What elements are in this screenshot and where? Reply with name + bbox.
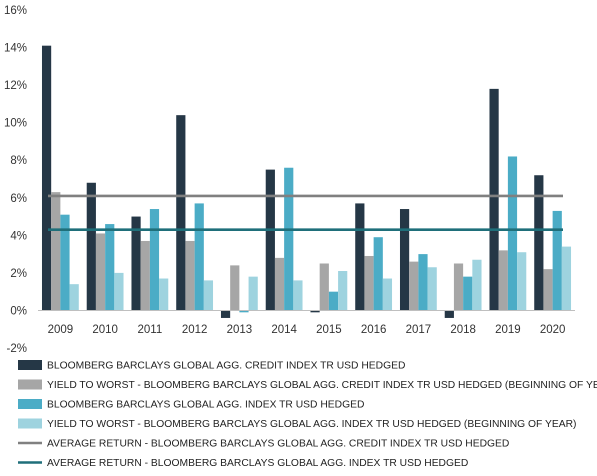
average-lines — [48, 194, 563, 231]
bar-series-2-2016 — [364, 255, 374, 311]
bar-series-2-2013 — [230, 265, 240, 311]
x-tick-label: 2020 — [540, 324, 566, 336]
bar-series-1-2016 — [355, 203, 365, 311]
bar-series-1-2015 — [310, 310, 320, 313]
bar-series-2-2020 — [543, 269, 553, 311]
bar-series-4-2013 — [248, 276, 258, 311]
x-tick-label: 2015 — [316, 324, 342, 336]
y-tick-label: 6% — [10, 193, 27, 205]
x-tick-label: 2017 — [406, 324, 432, 336]
bar-series-2-2015 — [319, 263, 329, 311]
bar-series-1-2019 — [489, 88, 499, 311]
legend-item: BLOOMBERG BARCLAYS GLOBAL AGG. CREDIT IN… — [18, 360, 405, 372]
legend-label: AVERAGE RETURN - BLOOMBERG BARCLAYS GLOB… — [47, 458, 468, 469]
x-tick-label: 2013 — [227, 324, 253, 336]
legend-label: YIELD TO WORST - BLOOMBERG BARCLAYS GLOB… — [47, 380, 597, 391]
y-tick-label: 4% — [10, 230, 27, 242]
bar-series-1-2011 — [131, 216, 141, 311]
bar-series-3-2010 — [105, 224, 115, 311]
y-tick-label: 12% — [4, 80, 27, 92]
bar-series-2-2010 — [95, 233, 106, 311]
legend-item: AVERAGE RETURN - BLOOMBERG BARCLAYS GLOB… — [18, 439, 509, 450]
bar-series-3-2019 — [507, 156, 518, 311]
legend-swatch — [18, 379, 42, 390]
bar-series-4-2011 — [159, 278, 169, 311]
legend: BLOOMBERG BARCLAYS GLOBAL AGG. CREDIT IN… — [18, 360, 597, 469]
legend-item: YIELD TO WORST - BLOOMBERG BARCLAYS GLOB… — [18, 379, 597, 391]
bar-series-3-2009 — [60, 214, 70, 311]
legend-label: BLOOMBERG BARCLAYS GLOBAL AGG. CREDIT IN… — [47, 361, 405, 372]
x-tick-label: 2010 — [92, 324, 118, 336]
y-tick-label: 0% — [10, 305, 27, 317]
bar-series-1-2014 — [265, 169, 275, 311]
bar-series-3-2013 — [239, 310, 249, 313]
bar-series-4-2019 — [517, 252, 527, 311]
y-tick-label: -2% — [7, 343, 27, 355]
bar-series-4-2010 — [114, 272, 124, 311]
x-tick-label: 2014 — [271, 324, 297, 336]
y-tick-label: 8% — [10, 155, 27, 167]
x-tick-label: 2018 — [450, 324, 476, 336]
bar-series-2-2011 — [140, 240, 150, 311]
bar-series-3-2011 — [149, 209, 160, 311]
bar-series-1-2017 — [399, 209, 410, 311]
bar-series-4-2015 — [338, 271, 348, 311]
bar-series-2-2009 — [51, 192, 61, 311]
y-tick-label: 2% — [10, 268, 27, 280]
bar-series-4-2009 — [69, 284, 79, 311]
bar-series-1-2010 — [86, 182, 96, 311]
legend-item: YIELD TO WORST - BLOOMBERG BARCLAYS GLOB… — [18, 418, 576, 430]
bar-series-4-2016 — [382, 278, 393, 311]
bar-series-3-2016 — [373, 237, 383, 311]
bar-series-2-2019 — [498, 250, 508, 311]
y-tick-label: 16% — [4, 5, 27, 17]
bar-series-2-2014 — [274, 257, 285, 311]
legend-swatch — [18, 418, 42, 429]
bar-series-2-2017 — [409, 261, 419, 311]
legend-label: AVERAGE RETURN - BLOOMBERG BARCLAYS GLOB… — [47, 439, 509, 450]
bar-series-4-2018 — [472, 259, 482, 311]
y-tick-label: 14% — [4, 43, 27, 55]
bar-series-3-2015 — [328, 291, 339, 311]
x-tick-label: 2012 — [182, 324, 208, 336]
bars — [41, 45, 572, 318]
bar-series-3-2012 — [194, 203, 204, 311]
bar-series-3-2017 — [418, 254, 428, 311]
legend-item: BLOOMBERG BARCLAYS GLOBAL AGG. INDEX TR … — [18, 399, 364, 411]
bar-series-3-2014 — [284, 167, 294, 311]
bar-series-1-2013 — [220, 310, 231, 318]
legend-label: BLOOMBERG BARCLAYS GLOBAL AGG. INDEX TR … — [47, 400, 364, 411]
bar-series-1-2009 — [41, 45, 52, 311]
x-tick-label: 2011 — [138, 324, 163, 336]
x-axis: 2009 2010 2011 2012 2013 2014 2015 2016 2017 2018… — [38, 309, 575, 336]
bar-series-3-2020 — [552, 210, 562, 311]
bar-series-1-2012 — [176, 115, 186, 311]
legend-swatch — [18, 360, 42, 370]
bar-series-1-2020 — [534, 175, 544, 311]
bar-series-2-2018 — [453, 263, 464, 311]
legend-label: YIELD TO WORST - BLOOMBERG BARCLAYS GLOB… — [47, 419, 576, 430]
y-axis-labels: 16% 14% 12% 10% 8% 6% 4% 2% 0% -2% — [4, 5, 27, 355]
bar-series-2-2012 — [185, 240, 195, 311]
y-tick-label: 10% — [4, 118, 27, 130]
legend-item: AVERAGE RETURN - BLOOMBERG BARCLAYS GLOB… — [18, 458, 468, 469]
legend-swatch — [18, 399, 42, 409]
x-tick-label: 2016 — [361, 324, 387, 336]
bar-series-4-2017 — [427, 267, 437, 311]
x-tick-label: 2009 — [48, 324, 74, 336]
bar-series-1-2018 — [444, 310, 454, 318]
bar-series-4-2020 — [561, 246, 572, 311]
x-tick-label: 2019 — [495, 324, 521, 336]
bar-series-4-2014 — [293, 280, 303, 311]
bar-series-4-2012 — [203, 280, 214, 311]
bar-series-3-2018 — [463, 276, 473, 311]
